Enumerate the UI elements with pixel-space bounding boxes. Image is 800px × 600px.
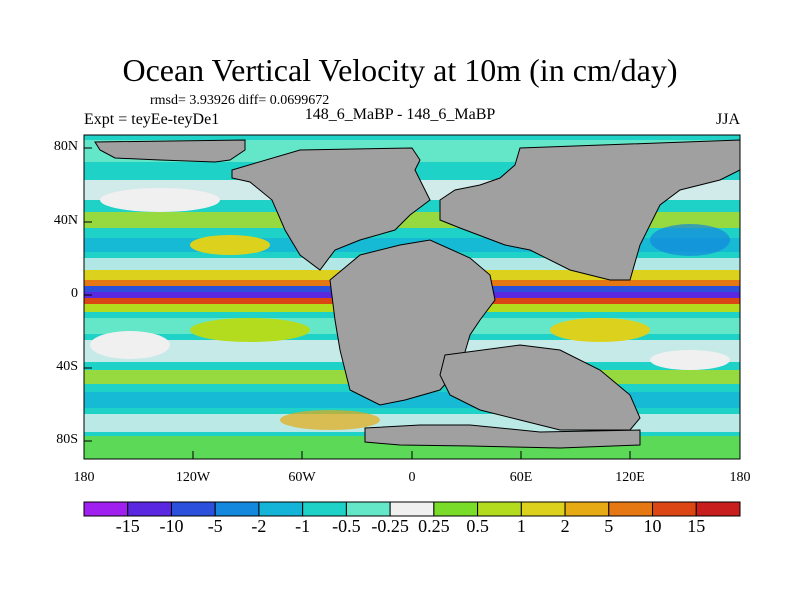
y-ticks — [84, 147, 92, 442]
x-tick-label: 60E — [509, 470, 533, 485]
colorbar — [83, 501, 741, 517]
map-field — [84, 135, 740, 459]
x-tick-label: 180 — [73, 470, 95, 485]
colorbar-swatch — [170, 501, 216, 517]
colorbar-swatch — [652, 501, 697, 517]
colorbar-swatch — [433, 501, 479, 517]
comparison-label: 148_6_MaBP - 148_6_MaBP — [304, 106, 496, 123]
colorbar-swatch — [83, 501, 129, 517]
x-tick-label: 180 — [729, 470, 751, 485]
colorbar-label: 15 — [687, 516, 706, 536]
colorbar-swatch — [258, 501, 304, 517]
colorbar-label: -0.5 — [332, 516, 361, 536]
colorbar-swatch — [345, 501, 391, 517]
y-tick-label: 80N — [53, 139, 78, 154]
x-tick-label: 0 — [408, 470, 416, 485]
colorbar-swatch — [695, 501, 741, 517]
colorbar-label: -0.25 — [371, 516, 409, 536]
ocean-patch — [190, 318, 310, 342]
colorbar-label: 5 — [604, 516, 614, 536]
ocean-patch — [100, 188, 220, 212]
x-tick-label: 60W — [288, 470, 316, 485]
colorbar-label: -10 — [159, 516, 184, 536]
ocean-patch — [650, 224, 730, 256]
colorbar-label: 0.5 — [466, 516, 489, 536]
figure-title: Ocean Vertical Velocity at 10m (in cm/da… — [122, 52, 678, 88]
land-greenland — [94, 139, 246, 163]
land-eurasia — [439, 139, 740, 281]
ocean-patch — [90, 331, 170, 359]
colorbar-label: -5 — [207, 516, 223, 536]
colorbar-label: -1 — [295, 516, 311, 536]
colorbar-swatch — [477, 501, 522, 517]
colorbar-swatch — [608, 501, 654, 517]
colorbar-label: 1 — [516, 516, 526, 536]
colorbar-label: -15 — [115, 516, 140, 536]
colorbar-label: 0.25 — [418, 516, 450, 536]
y-tick-label: 0 — [71, 286, 78, 301]
colorbar-swatch — [564, 501, 610, 517]
land-north-america — [231, 147, 431, 271]
land — [94, 139, 740, 449]
x-tick-label: 120W — [175, 470, 211, 485]
colorbar-swatch — [302, 501, 347, 517]
colorbar-swatch — [214, 501, 260, 517]
season-label: JJA — [716, 111, 741, 128]
y-tick-label: 40S — [56, 359, 78, 374]
x-ticks — [83, 451, 741, 459]
y-tick-label: 40N — [53, 213, 78, 228]
colorbar-label: 2 — [560, 516, 570, 536]
stats-text: rmsd= 3.93926 diff= 0.0699672 — [150, 93, 330, 108]
colorbar-swatch — [389, 501, 435, 517]
colorbar-label: 10 — [643, 516, 662, 536]
colorbar-label: -2 — [251, 516, 267, 536]
ocean-patch — [190, 235, 270, 255]
ocean-patch — [650, 350, 730, 370]
y-tick-label: 80S — [56, 432, 78, 447]
land-antarctica — [364, 424, 641, 449]
ocean-patch — [280, 410, 380, 430]
colorbar-swatch — [520, 501, 566, 517]
x-tick-label: 120E — [615, 470, 645, 485]
colorbar-swatch — [127, 501, 172, 517]
ocean-patch — [550, 318, 650, 342]
experiment-label: Expt = teyEe-teyDe1 — [84, 111, 220, 128]
